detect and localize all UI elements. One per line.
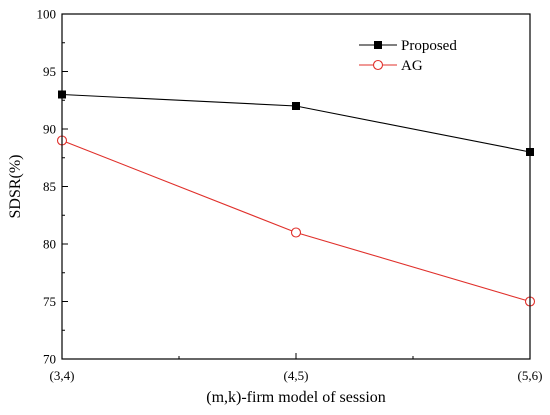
y-axis-title: SDSR(%) — [7, 154, 24, 218]
series-layer — [56, 90, 536, 307]
legend-item-proposed: Proposed — [359, 38, 457, 54]
plot-frame — [61, 13, 531, 360]
x-tick-label: (3,4) — [50, 368, 75, 383]
series-line-ag — [61, 139, 531, 303]
legend-item-ag: AG — [359, 58, 423, 74]
y-axis-ticks: 70 75 80 85 90 95 100 — [37, 7, 68, 367]
series-proposed — [58, 90, 534, 156]
y-tick-label: 70 — [43, 352, 56, 367]
legend-marker — [372, 59, 384, 71]
y-tick-label: 100 — [37, 7, 57, 22]
legend-marker — [374, 41, 382, 49]
data-point-ag — [290, 227, 302, 238]
x-axis-title: (m,k)-firm model of session — [206, 389, 386, 406]
y-tick-label: 80 — [43, 237, 56, 252]
legend-label: Proposed — [401, 38, 457, 54]
legend: Proposed AG — [359, 38, 457, 74]
x-tick-label: (4,5) — [284, 368, 309, 383]
x-axis-ticks: (3,4) (4,5) (5,6) — [50, 353, 543, 383]
y-tick-label: 75 — [43, 294, 56, 309]
data-point-proposed — [292, 102, 300, 110]
series-ag — [56, 135, 536, 307]
x-tick-label: (5,6) — [518, 368, 543, 383]
y-tick-label: 90 — [43, 122, 56, 137]
legend-label: AG — [401, 58, 423, 74]
y-tick-label: 85 — [43, 179, 56, 194]
y-tick-label: 95 — [43, 64, 56, 79]
